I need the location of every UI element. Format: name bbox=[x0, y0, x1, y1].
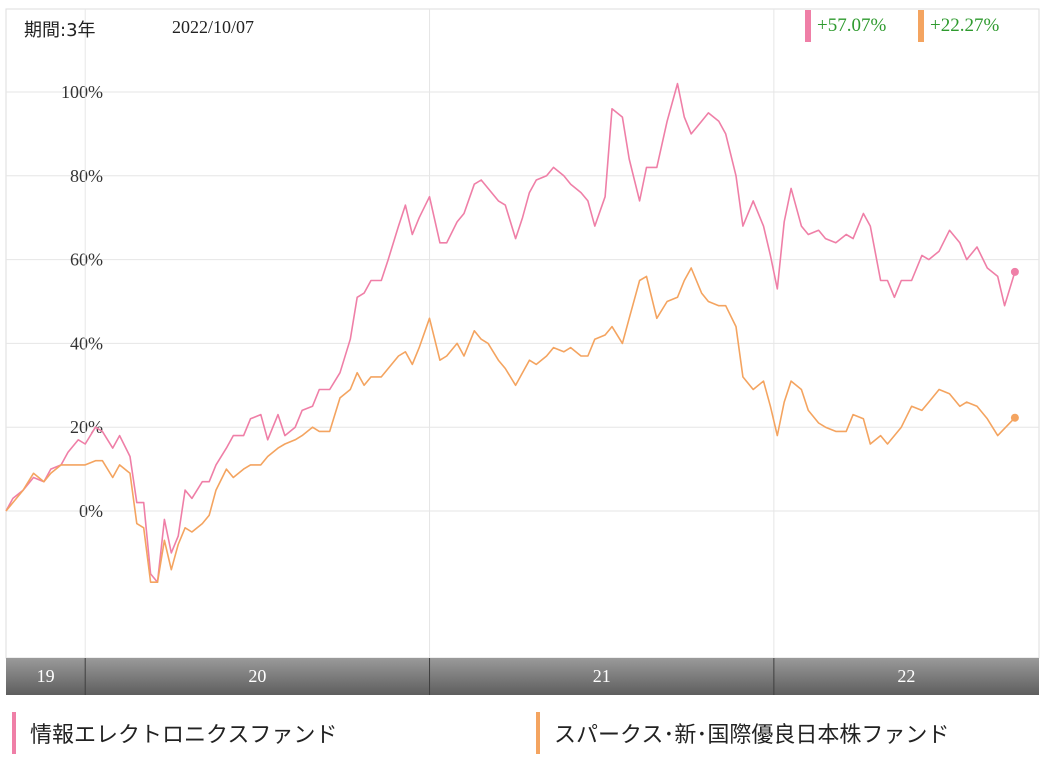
legend-label: スパークス･新･国際優良日本株ファンド bbox=[554, 723, 950, 748]
return-badge-fund-1: +57.07% bbox=[805, 10, 886, 42]
y-tick-label: 80% bbox=[70, 166, 103, 186]
series-end-marker-1 bbox=[1010, 267, 1019, 276]
series-end-marker-2 bbox=[1010, 413, 1019, 422]
return-badge-fund-2: +22.27% bbox=[918, 10, 999, 42]
chart-svg: 100% 80% 60% 40% 20% 0% 19 20 21 22 bbox=[5, 8, 1040, 695]
legend-color-swatch bbox=[12, 712, 16, 754]
x-tick-label: 19 bbox=[37, 666, 55, 686]
series-color-swatch bbox=[918, 10, 924, 42]
series-line-2 bbox=[5, 267, 1016, 583]
plot-frame bbox=[5, 8, 1040, 659]
return-value: +22.27% bbox=[930, 15, 1000, 36]
y-tick-label: 40% bbox=[70, 333, 103, 353]
chart-area: 100% 80% 60% 40% 20% 0% 19 20 21 22 期間:3年 2022/10… bbox=[5, 8, 1040, 695]
legend-label: 情報エレクトロニクスファンド bbox=[30, 723, 338, 748]
legend-item-fund-1: 情報エレクトロニクスファンド bbox=[12, 712, 337, 754]
period-label: 期間:3年 bbox=[24, 20, 96, 41]
y-tick-label: 0% bbox=[79, 501, 103, 521]
y-tick-label: 100% bbox=[61, 82, 103, 102]
series-line-1 bbox=[5, 82, 1016, 583]
series-color-swatch bbox=[805, 10, 811, 42]
y-tick-label: 60% bbox=[70, 250, 103, 270]
x-tick-label: 20 bbox=[248, 666, 266, 686]
x-tick-label: 22 bbox=[897, 666, 915, 686]
legend-color-swatch bbox=[536, 712, 540, 754]
x-axis-band bbox=[6, 658, 1039, 695]
legend-item-fund-2: スパークス･新･国際優良日本株ファンド bbox=[536, 712, 949, 754]
date-label: 2022/10/07 bbox=[172, 17, 255, 37]
y-tick-label: 20% bbox=[70, 417, 103, 437]
return-value: +57.07% bbox=[817, 15, 887, 36]
x-tick-label: 21 bbox=[593, 666, 611, 686]
